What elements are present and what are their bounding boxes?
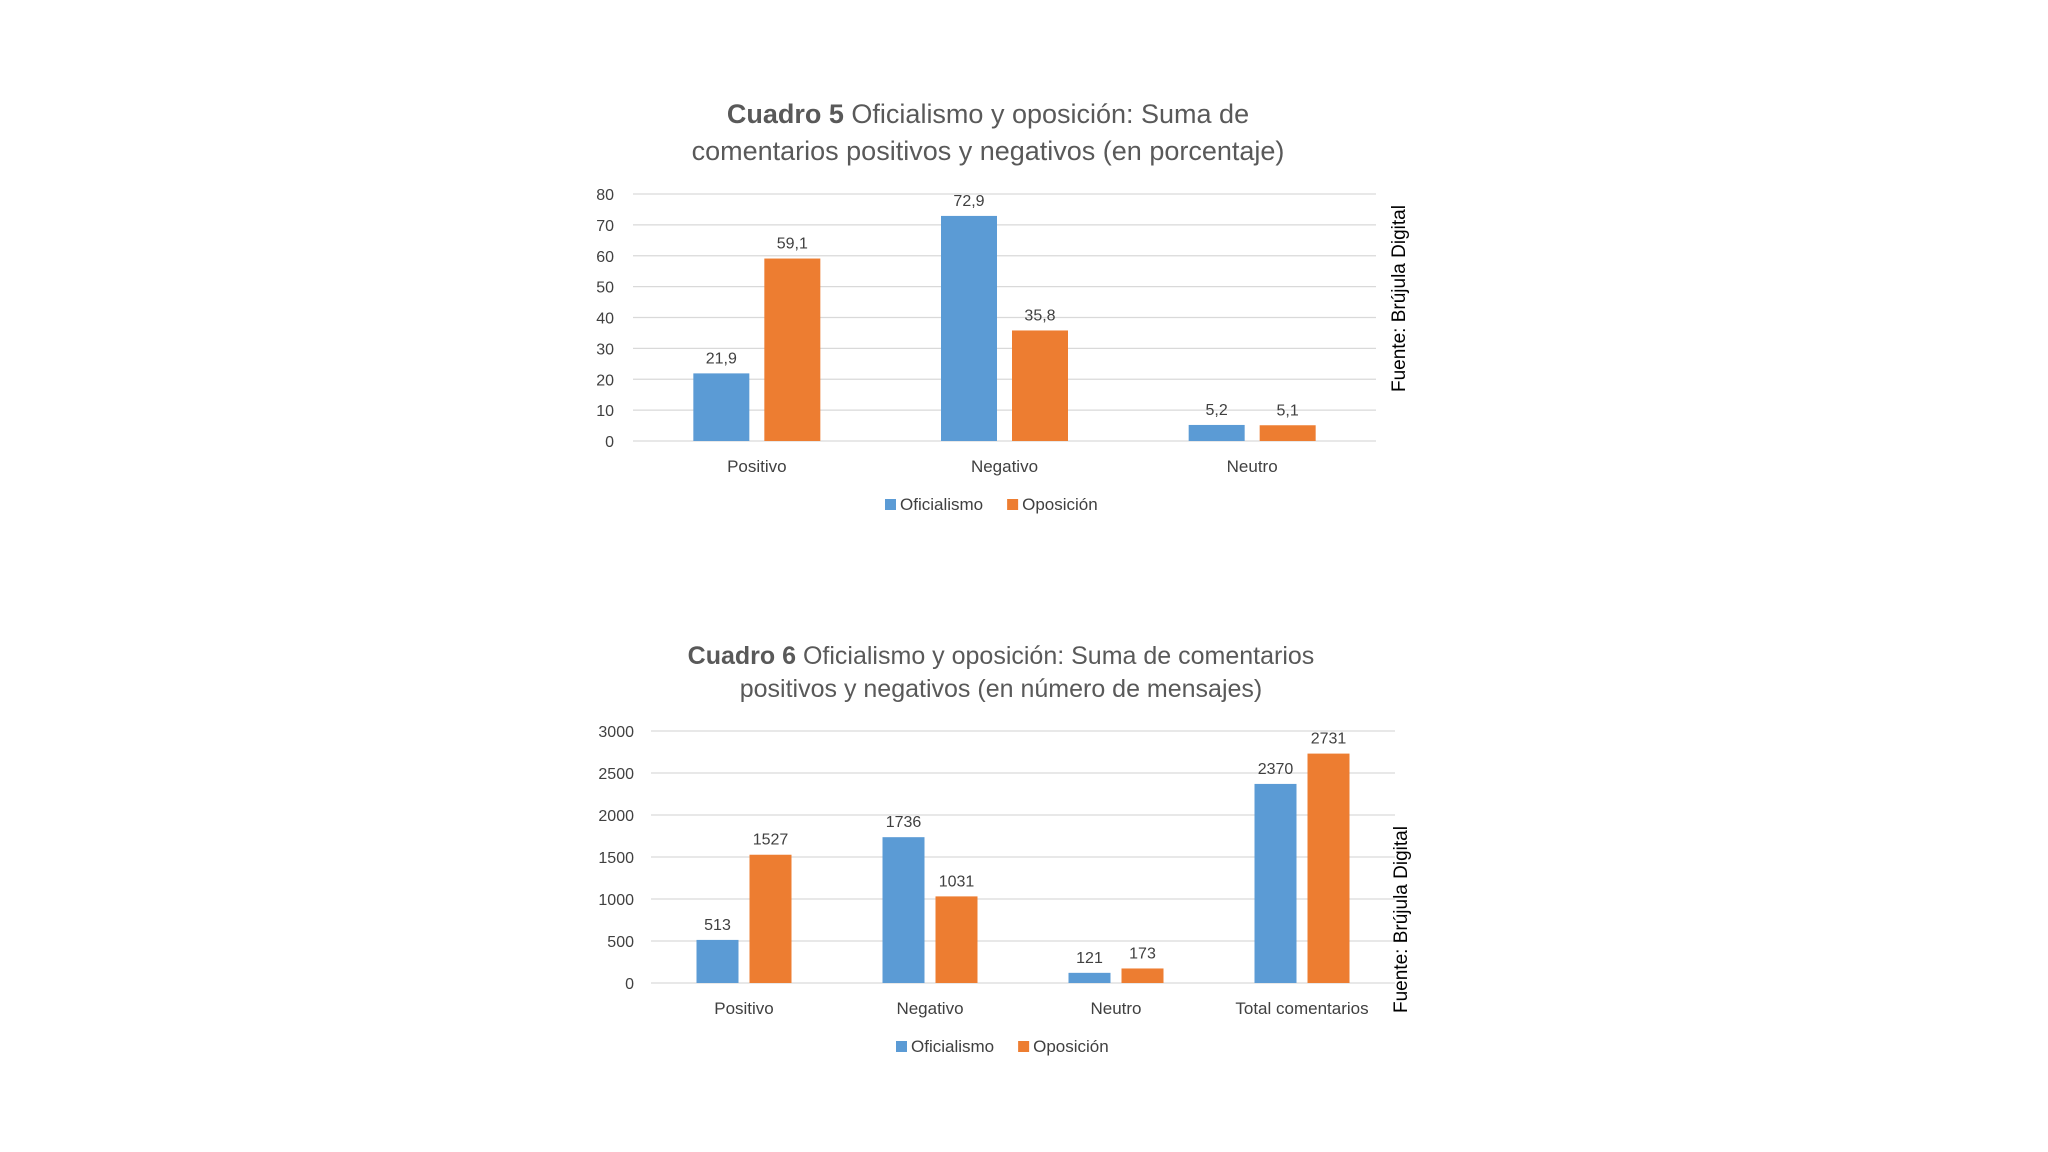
chart-title-line1: Cuadro 6 Oficialismo y oposición: Suma d… [688, 642, 1315, 670]
data-label: 1031 [939, 873, 975, 890]
data-label: 2370 [1258, 761, 1294, 778]
bar-oficialismo [941, 215, 997, 441]
category-label: Positivo [714, 999, 774, 1018]
y-tick-label: 30 [596, 341, 614, 358]
legend-swatch-oficialismo [896, 1041, 907, 1052]
data-label: 5,2 [1206, 402, 1228, 419]
chart-title-number: Cuadro 6 [688, 642, 796, 670]
bar-oposicion [935, 896, 978, 983]
category-label: Total comentarios [1235, 999, 1368, 1018]
bar-oposicion [1121, 968, 1164, 983]
legend: Oficialismo Oposición [885, 495, 1098, 514]
y-tick-label: 10 [596, 403, 614, 420]
chart-title-line1: Cuadro 5 Oficialismo y oposición: Suma d… [727, 99, 1249, 129]
data-label: 121 [1076, 950, 1103, 967]
y-tick-label: 3000 [598, 724, 634, 741]
y-tick-label: 2000 [598, 808, 634, 825]
legend-label-oposicion: Oposición [1022, 495, 1098, 514]
bar-oficialismo [882, 837, 925, 983]
bar-oficialismo [696, 939, 739, 983]
chart-title-line2: comentarios positivos y negativos (en po… [692, 136, 1285, 166]
chart-title-line2: positivos y negativos (en número de mens… [740, 675, 1263, 703]
y-tick-label: 500 [607, 934, 634, 951]
data-label: 21,9 [706, 350, 737, 367]
data-label: 1736 [886, 814, 922, 831]
data-label: 5,1 [1277, 402, 1299, 419]
data-label: 513 [704, 917, 731, 934]
category-label: Neutro [1227, 457, 1278, 476]
category-label: Negativo [896, 999, 963, 1018]
source-note: Fuente: Brújula Digital [1389, 205, 1410, 392]
data-label: 2731 [1311, 731, 1347, 748]
y-tick-label: 0 [625, 976, 634, 993]
y-tick-label: 0 [605, 434, 614, 451]
bar-oficialismo [693, 373, 750, 441]
category-label: Neutro [1090, 999, 1141, 1018]
bar-oposicion [1012, 330, 1068, 441]
bar-oficialismo [1068, 972, 1111, 983]
bar-oposicion [1307, 753, 1350, 983]
data-label: 173 [1129, 945, 1156, 962]
y-tick-label: 60 [596, 249, 614, 266]
y-tick-label: 40 [596, 311, 614, 328]
bar-oposicion [1259, 425, 1316, 441]
y-tick-label: 1000 [598, 892, 634, 909]
source-note: Fuente: Brújula Digital [1391, 826, 1412, 1013]
data-label: 1527 [753, 832, 789, 849]
legend-swatch-oficialismo [885, 499, 896, 510]
y-tick-label: 50 [596, 280, 614, 297]
legend-label-oposicion: Oposición [1033, 1037, 1109, 1056]
category-label: Negativo [971, 457, 1038, 476]
chart-6: Cuadro 6 Oficialismo y oposición: Suma d… [598, 642, 1412, 1056]
legend: Oficialismo Oposición [896, 1037, 1109, 1056]
data-label: 59,1 [777, 236, 808, 253]
bar-oficialismo [1188, 424, 1245, 441]
data-label: 35,8 [1024, 307, 1055, 324]
legend-swatch-oposicion [1007, 499, 1019, 510]
data-label: 72,9 [953, 193, 984, 210]
y-tick-label: 80 [596, 187, 614, 204]
bar-oposicion [749, 854, 792, 983]
chart-title-text: Oficialismo y oposición: Suma de [844, 99, 1249, 129]
y-tick-label: 1500 [598, 850, 634, 867]
legend-swatch-oposicion [1018, 1041, 1030, 1052]
bar-oficialismo [1254, 783, 1297, 983]
bar-oposicion [764, 258, 821, 441]
y-tick-label: 20 [596, 372, 614, 389]
y-tick-label: 2500 [598, 766, 634, 783]
chart-title-number: Cuadro 5 [727, 99, 844, 129]
legend-label-oficialismo: Oficialismo [911, 1037, 994, 1056]
chart-title-text: Oficialismo y oposición: Suma de comenta… [796, 642, 1314, 670]
y-tick-label: 70 [596, 218, 614, 235]
legend-label-oficialismo: Oficialismo [900, 495, 983, 514]
chart-5: Cuadro 5 Oficialismo y oposición: Suma d… [596, 99, 1410, 514]
category-label: Positivo [727, 457, 787, 476]
